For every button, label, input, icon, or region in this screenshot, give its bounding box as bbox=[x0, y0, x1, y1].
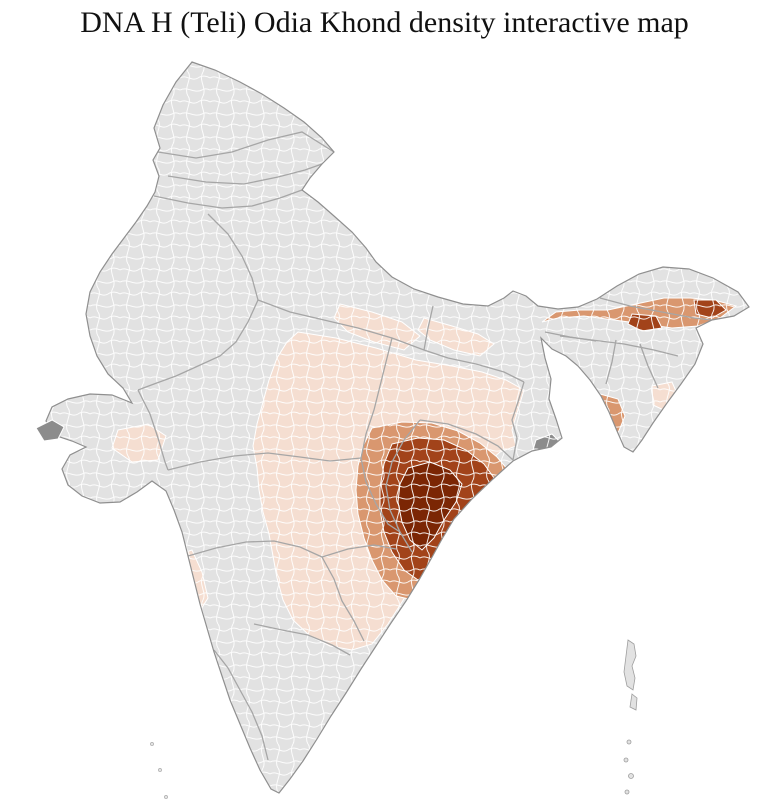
island-dot[interactable] bbox=[626, 739, 632, 745]
page-title: DNA H (Teli) Odia Khond density interact… bbox=[80, 6, 689, 39]
andaman-nicobar-islands[interactable] bbox=[623, 639, 638, 795]
district-mesh bbox=[46, 62, 749, 793]
state-borders bbox=[137, 131, 713, 761]
state-border-line bbox=[153, 189, 303, 209]
state-border-line bbox=[423, 305, 434, 351]
state-border-line bbox=[167, 163, 323, 185]
state-border-line bbox=[321, 556, 365, 642]
state-border-line bbox=[544, 331, 597, 342]
state-border-line bbox=[207, 213, 259, 301]
state-border-line bbox=[321, 544, 397, 558]
island-dot[interactable] bbox=[158, 768, 162, 772]
state-border-line bbox=[360, 457, 401, 533]
island-dot[interactable] bbox=[164, 795, 168, 799]
india-outline bbox=[45, 61, 750, 794]
state-border-line bbox=[157, 131, 335, 159]
state-border-line bbox=[137, 389, 169, 471]
lakshadweep-islands[interactable] bbox=[150, 742, 168, 799]
state-border-line bbox=[360, 337, 393, 459]
island-shape[interactable] bbox=[629, 693, 638, 711]
state-border-line bbox=[419, 419, 514, 461]
state-border-line bbox=[447, 357, 525, 383]
state-border-line bbox=[137, 299, 259, 391]
state-border-line bbox=[639, 343, 659, 389]
state-border-line bbox=[511, 381, 525, 461]
region-kutch-marsh[interactable] bbox=[35, 419, 65, 442]
island-shape[interactable] bbox=[623, 639, 637, 691]
state-border-line bbox=[253, 623, 351, 656]
state-border-line bbox=[605, 339, 617, 385]
state-border-line bbox=[167, 452, 362, 471]
state-border-line bbox=[213, 649, 269, 761]
island-dot[interactable] bbox=[624, 789, 630, 795]
island-dot[interactable] bbox=[150, 742, 154, 746]
state-border-line bbox=[599, 297, 713, 321]
island-dot[interactable] bbox=[623, 757, 629, 763]
state-border-line bbox=[187, 540, 323, 558]
island-dot[interactable] bbox=[628, 773, 634, 779]
